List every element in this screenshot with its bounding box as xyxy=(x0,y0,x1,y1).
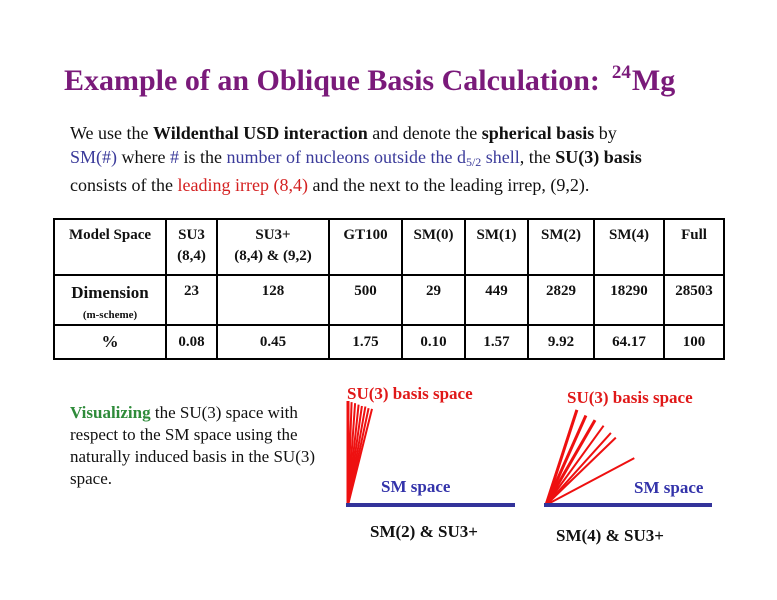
fig2-diagram xyxy=(544,409,712,507)
intro-text: , the xyxy=(519,146,556,167)
dimension-label: Dimension (m-scheme) xyxy=(53,274,167,326)
table-percent-row: % 0.08 0.45 1.75 0.10 1.57 9.92 64.17 10… xyxy=(53,324,725,360)
fig2-sm-label: SM space xyxy=(634,478,704,497)
su3-basis-ray xyxy=(545,457,635,506)
table-cell: 500 xyxy=(328,274,403,326)
fig2-su3-rays xyxy=(544,409,635,506)
intro-leading-irrep: leading irrep (8,4) xyxy=(177,175,308,195)
table-cell: 1.57 xyxy=(464,324,529,360)
intro-text: and denote the xyxy=(367,123,482,143)
header-cell: SM(1) xyxy=(464,218,529,276)
visualizing-rest: the SU(3) space with respect to the SM s… xyxy=(70,403,316,488)
percent-label: % xyxy=(53,324,167,360)
intro-sm-notation: SM(#) xyxy=(70,146,118,167)
table-cell: 449 xyxy=(464,274,529,326)
intro-paragraph: We use the Wildenthal USD interaction an… xyxy=(70,122,750,198)
su3-basis-ray xyxy=(545,432,612,506)
table-cell: 0.10 xyxy=(401,324,466,360)
header-cell: SU3+ (8,4) & (9,2) xyxy=(216,218,330,276)
su3-basis-ray xyxy=(545,425,605,506)
title-element: Mg xyxy=(631,64,676,97)
table-cell: 128 xyxy=(216,274,330,326)
visualizing-text: Visualizing the SU(3) space with respect… xyxy=(70,402,330,490)
slide-title: Example of an Oblique Basis Calculation:… xyxy=(64,62,675,98)
su3-basis-ray xyxy=(544,409,579,506)
intro-su3-basis: SU(3) basis xyxy=(555,146,642,167)
table-cell: 100 xyxy=(663,324,725,360)
header-cell: SU3 (8,4) xyxy=(165,218,218,276)
fig1-diagram xyxy=(346,401,515,507)
title-text: Example of an Oblique Basis Calculation: xyxy=(64,64,600,97)
table-cell: 18290 xyxy=(593,274,665,326)
intro-d-subscript: 5/2 xyxy=(465,154,482,169)
table-cell: 28503 xyxy=(663,274,725,326)
header-cell: Full xyxy=(663,218,725,276)
su3-basis-ray xyxy=(544,414,588,506)
header-cell: SM(2) xyxy=(527,218,595,276)
fig2-su3-label: SU(3) basis space xyxy=(567,388,693,407)
table-header-row: Model Space SU3 (8,4) SU3+ (8,4) & (9,2) G… xyxy=(53,218,725,276)
fig1-su3-rays xyxy=(346,401,373,506)
su3-basis-ray xyxy=(545,436,617,506)
table-cell: 9.92 xyxy=(527,324,595,360)
table-cell: 0.08 xyxy=(165,324,218,360)
intro-text: consists of the xyxy=(70,175,178,195)
dimension-table: Model Space SU3 (8,4) SU3+ (8,4) & (9,2) G… xyxy=(53,218,725,360)
fig1-sm-label: SM space xyxy=(381,477,451,496)
visualizing-lead: Visualizing xyxy=(70,403,151,422)
fig2-caption: SM(4) & SU3+ xyxy=(556,526,664,545)
header-cell: SM(0) xyxy=(401,218,466,276)
header-model-space: Model Space xyxy=(53,218,167,276)
intro-nucleons: number of nucleons outside the d xyxy=(226,146,466,167)
table-cell: 1.75 xyxy=(328,324,403,360)
header-cell: GT100 xyxy=(328,218,403,276)
intro-hash: # xyxy=(170,146,179,167)
intro-shell: shell xyxy=(481,146,520,167)
title-mass-number: 24 xyxy=(611,62,631,83)
header-cell: SM(4) xyxy=(593,218,665,276)
intro-text: We use the xyxy=(70,123,154,143)
su3-basis-ray xyxy=(544,419,597,506)
intro-text: by xyxy=(594,123,617,143)
table-cell: 64.17 xyxy=(593,324,665,360)
table-cell: 0.45 xyxy=(216,324,330,360)
intro-text: where xyxy=(117,146,170,167)
intro-text: is the xyxy=(179,146,227,167)
table-cell: 23 xyxy=(165,274,218,326)
fig1-su3-label: SU(3) basis space xyxy=(347,384,473,403)
intro-text: and the next to the leading irrep, (9,2)… xyxy=(307,175,590,195)
fig1-caption: SM(2) & SU3+ xyxy=(370,522,478,541)
intro-spherical-basis: spherical basis xyxy=(481,123,595,143)
table-cell: 2829 xyxy=(527,274,595,326)
intro-interaction: Wildenthal USD interaction xyxy=(153,123,368,143)
table-dimension-row: Dimension (m-scheme) 23 128 500 29 449 28… xyxy=(53,274,725,326)
su3-basis-ray xyxy=(347,408,373,506)
table-cell: 29 xyxy=(401,274,466,326)
